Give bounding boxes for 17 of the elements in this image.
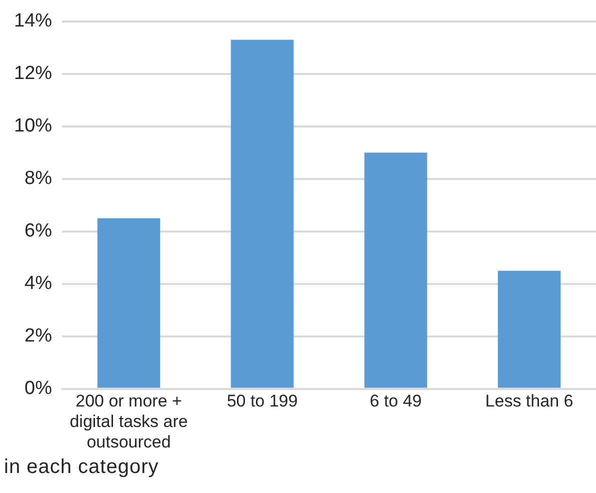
x-tick-label: 6 to 49 [370, 392, 422, 411]
y-tick-label: 10% [14, 116, 52, 137]
x-tick-label: 200 or more + digital tasks are outsourced [70, 392, 188, 452]
bar [230, 40, 294, 388]
y-tick-label: 2% [24, 326, 52, 347]
y-tick-label: 8% [24, 168, 52, 190]
bar [97, 218, 160, 388]
bar [498, 270, 561, 388]
x-tick-label: 50 to 199 [226, 392, 298, 411]
x-tick-label: Less than 6 [485, 392, 574, 411]
y-tick-label: 6% [24, 220, 52, 242]
y-tick-label: 12% [14, 63, 52, 84]
text: in each category [4, 456, 159, 479]
y-tick-label: 14% [14, 10, 52, 32]
y-tick-label: 0% [24, 378, 52, 400]
bar [364, 152, 428, 388]
y-tick-label: 4% [24, 273, 52, 294]
